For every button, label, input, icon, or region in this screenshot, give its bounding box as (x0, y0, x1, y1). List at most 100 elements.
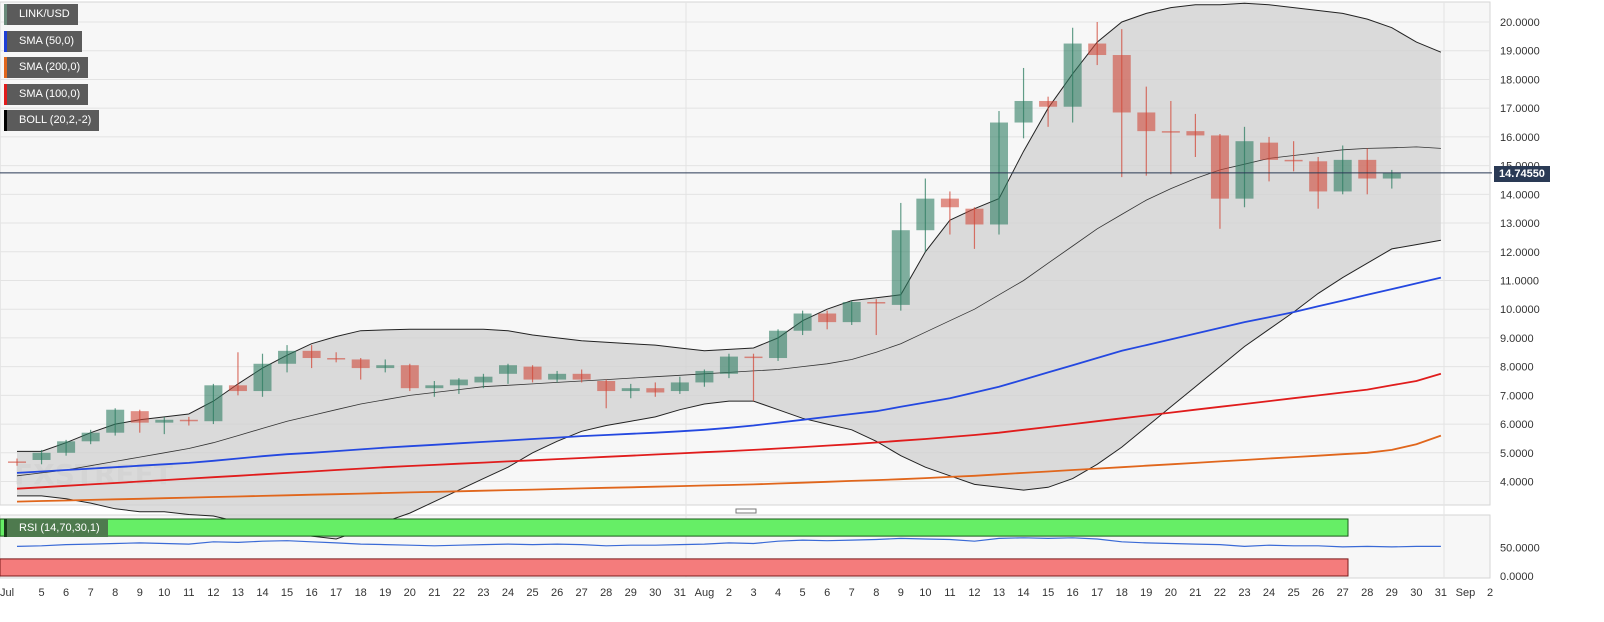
candle-body (842, 302, 861, 323)
candle-body (474, 376, 493, 383)
legend-rsi[interactable]: RSI (14,70,30,1) (4, 519, 108, 537)
candle-body (1137, 112, 1156, 132)
x-tick-label: 28 (600, 587, 612, 599)
candle-body (1014, 100, 1033, 123)
x-tick-label: 2 (1487, 587, 1493, 599)
x-tick-label: 10 (158, 587, 170, 599)
x-tick-label: 19 (379, 587, 391, 599)
candle-body (1088, 43, 1107, 56)
y-tick-label: 10.0000 (1500, 304, 1540, 316)
candle-body (327, 358, 346, 360)
candle-body (646, 388, 665, 393)
legend-symbol[interactable]: LINK/USD (4, 4, 78, 25)
x-tick-label: 23 (477, 587, 489, 599)
rsi-overbought-zone (0, 518, 1349, 537)
candle-body (179, 419, 198, 422)
x-tick-label: 30 (649, 587, 661, 599)
candle-body (106, 409, 125, 433)
candle-body (302, 350, 321, 359)
x-tick-label: 20 (1165, 587, 1177, 599)
candle-body (400, 365, 419, 389)
candle-body (449, 379, 468, 386)
x-tick-label: 26 (1312, 587, 1324, 599)
y-tick-label: 5.0000 (1500, 448, 1534, 460)
candle-body (228, 385, 247, 392)
candle-body (1161, 131, 1180, 133)
candle-body (278, 350, 297, 364)
candle-body (1309, 161, 1328, 192)
candle-body (130, 411, 149, 423)
rsi-oversold-zone (0, 558, 1349, 577)
x-tick-label: 29 (1386, 587, 1398, 599)
legend-sma100[interactable]: SMA (100,0) (4, 84, 89, 105)
x-tick-label: 31 (674, 587, 686, 599)
legend-sma50[interactable]: SMA (50,0) (4, 31, 83, 52)
candle-body (965, 208, 984, 225)
x-tick-label: 8 (873, 587, 879, 599)
candle-body (990, 122, 1008, 225)
candle-body (32, 452, 51, 460)
candle-body (719, 356, 738, 374)
x-tick-label: 9 (137, 587, 143, 599)
x-tick-label: 2 (726, 587, 732, 599)
rsi-tick-label: 0.0000 (1500, 571, 1534, 583)
candle-body (793, 313, 812, 331)
x-tick-label: 27 (576, 587, 588, 599)
candle-body (81, 432, 100, 442)
candle-body (1382, 172, 1401, 179)
candle-body (1186, 131, 1205, 136)
x-tick-label: 5 (800, 587, 806, 599)
sma200-line (16, 434, 1442, 503)
x-tick-label: 5 (38, 587, 44, 599)
legend-sma200[interactable]: SMA (200,0) (4, 57, 89, 78)
candle-body (253, 363, 272, 392)
x-tick-label: 25 (526, 587, 538, 599)
candle-body (204, 385, 223, 422)
x-tick-label: 14 (1017, 587, 1029, 599)
x-tick-label: 23 (1238, 587, 1250, 599)
x-tick-label: 13 (993, 587, 1005, 599)
x-tick-label: 27 (1337, 587, 1349, 599)
y-tick-label: 16.0000 (1500, 132, 1540, 144)
x-tick-label: 6 (824, 587, 830, 599)
x-tick-label: 24 (1263, 587, 1275, 599)
y-tick-label: 6.0000 (1500, 419, 1534, 431)
x-tick-label: 30 (1410, 587, 1422, 599)
legend-boll[interactable]: BOLL (20,2,-2) (4, 110, 100, 131)
x-tick-label: 18 (1116, 587, 1128, 599)
candle-body (523, 366, 542, 380)
candle-body (769, 330, 788, 359)
x-tick-label: 6 (63, 587, 69, 599)
y-tick-label: 7.0000 (1500, 390, 1534, 402)
y-tick-label: 9.0000 (1500, 333, 1534, 345)
candle-body (425, 385, 444, 389)
x-tick-label: 15 (1042, 587, 1054, 599)
candle-body (376, 365, 395, 369)
x-tick-label: 25 (1287, 587, 1299, 599)
candle-body (499, 365, 517, 374)
y-tick-label: 18.0000 (1500, 74, 1540, 86)
y-tick-label: 17.0000 (1500, 103, 1540, 115)
x-tick-label: 28 (1361, 587, 1373, 599)
x-tick-label: 9 (898, 587, 904, 599)
rsi-line (16, 537, 1441, 548)
x-tick-label: 3 (750, 587, 756, 599)
y-tick-label: 19.0000 (1500, 46, 1540, 58)
candle-body (8, 461, 26, 463)
x-tick-label: 18 (355, 587, 367, 599)
candle-body (1284, 159, 1303, 162)
candle-body (1358, 159, 1377, 179)
x-tick-label: 16 (305, 587, 317, 599)
x-tick-label: 15 (281, 587, 293, 599)
x-tick-label: 29 (625, 587, 637, 599)
rsi-tick-label: 50.0000 (1500, 543, 1540, 555)
x-tick-label: 10 (919, 587, 931, 599)
candle-body (155, 419, 174, 423)
y-tick-label: 11.0000 (1500, 275, 1539, 287)
y-tick-label: 12.0000 (1500, 247, 1540, 259)
candle-body (597, 381, 616, 392)
x-tick-label: 26 (551, 587, 563, 599)
candle-body (572, 373, 591, 380)
x-tick-label: 11 (183, 587, 194, 599)
